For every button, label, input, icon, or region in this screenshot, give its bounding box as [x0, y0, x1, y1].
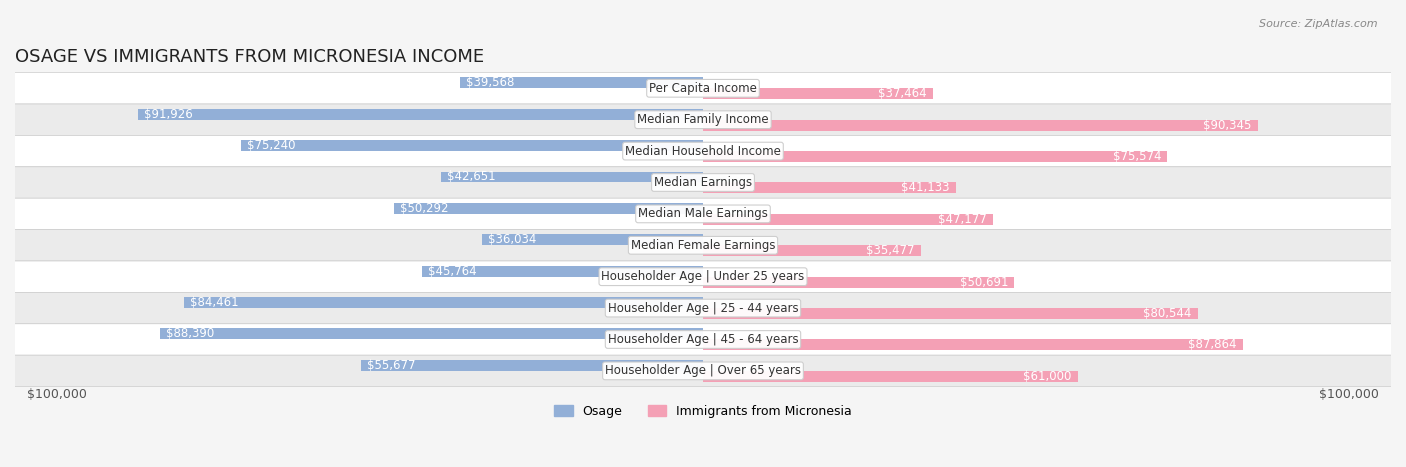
FancyBboxPatch shape [0, 135, 1406, 167]
Text: Per Capita Income: Per Capita Income [650, 82, 756, 95]
Text: $36,034: $36,034 [488, 234, 536, 246]
Text: $35,477: $35,477 [866, 244, 915, 257]
Text: $100,000: $100,000 [27, 388, 87, 401]
Bar [703, 371, 1078, 382]
Bar [703, 120, 1258, 131]
Text: $88,390: $88,390 [166, 327, 215, 340]
Text: $75,574: $75,574 [1112, 150, 1161, 163]
Bar [441, 171, 703, 183]
Text: $41,133: $41,133 [901, 182, 949, 194]
FancyBboxPatch shape [0, 324, 1406, 355]
FancyBboxPatch shape [0, 355, 1406, 387]
Text: Median Female Earnings: Median Female Earnings [631, 239, 775, 252]
Bar [460, 78, 703, 88]
Text: $37,464: $37,464 [879, 87, 927, 100]
FancyBboxPatch shape [0, 292, 1406, 324]
Bar [703, 245, 921, 256]
Text: $87,864: $87,864 [1188, 339, 1237, 352]
Text: Householder Age | Over 65 years: Householder Age | Over 65 years [605, 364, 801, 377]
Bar [703, 183, 956, 193]
Bar [482, 234, 703, 245]
Text: $39,568: $39,568 [465, 76, 515, 89]
Text: $61,000: $61,000 [1024, 370, 1071, 383]
Text: $100,000: $100,000 [1319, 388, 1379, 401]
Bar [361, 360, 703, 371]
Bar [184, 297, 703, 308]
Bar [703, 151, 1167, 162]
Text: Householder Age | Under 25 years: Householder Age | Under 25 years [602, 270, 804, 283]
Text: Median Household Income: Median Household Income [626, 145, 780, 157]
FancyBboxPatch shape [0, 261, 1406, 292]
Text: $42,651: $42,651 [447, 170, 496, 184]
FancyBboxPatch shape [0, 104, 1406, 135]
Text: Householder Age | 25 - 44 years: Householder Age | 25 - 44 years [607, 302, 799, 315]
FancyBboxPatch shape [0, 198, 1406, 230]
Text: Median Earnings: Median Earnings [654, 176, 752, 189]
Bar [160, 328, 703, 340]
Text: $50,292: $50,292 [401, 202, 449, 215]
Text: OSAGE VS IMMIGRANTS FROM MICRONESIA INCOME: OSAGE VS IMMIGRANTS FROM MICRONESIA INCO… [15, 48, 484, 66]
Bar [394, 203, 703, 214]
Bar [703, 214, 993, 225]
Bar [703, 340, 1243, 350]
FancyBboxPatch shape [0, 230, 1406, 261]
Text: $50,691: $50,691 [960, 276, 1008, 289]
Text: $45,764: $45,764 [427, 265, 477, 278]
Text: Median Family Income: Median Family Income [637, 113, 769, 126]
Bar [240, 140, 703, 151]
Text: Source: ZipAtlas.com: Source: ZipAtlas.com [1260, 19, 1378, 28]
Bar [138, 109, 703, 120]
Bar [703, 88, 934, 99]
Text: $90,345: $90,345 [1204, 119, 1251, 132]
Text: $47,177: $47,177 [938, 213, 987, 226]
Bar [703, 308, 1198, 319]
Text: $80,544: $80,544 [1143, 307, 1192, 320]
Bar [422, 266, 703, 276]
Text: $75,240: $75,240 [247, 139, 295, 152]
Bar [703, 276, 1014, 288]
Text: Median Male Earnings: Median Male Earnings [638, 207, 768, 220]
Legend: Osage, Immigrants from Micronesia: Osage, Immigrants from Micronesia [548, 400, 858, 423]
FancyBboxPatch shape [0, 167, 1406, 198]
Text: $91,926: $91,926 [145, 108, 193, 120]
Text: $84,461: $84,461 [190, 296, 239, 309]
Text: Householder Age | 45 - 64 years: Householder Age | 45 - 64 years [607, 333, 799, 346]
Text: $55,677: $55,677 [367, 359, 416, 372]
FancyBboxPatch shape [0, 72, 1406, 104]
